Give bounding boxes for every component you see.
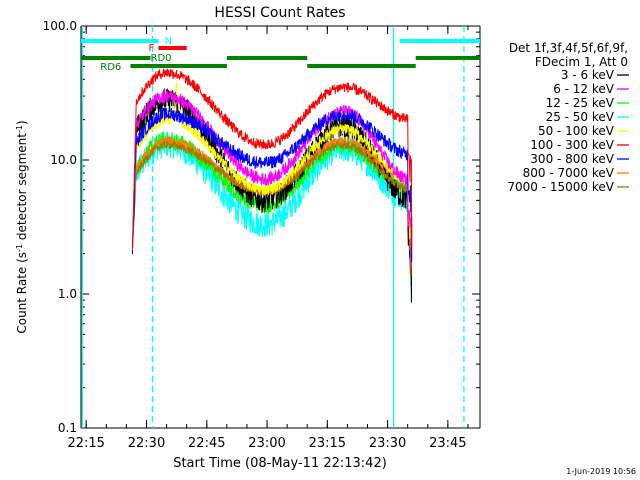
x-tick-label: 22:45 <box>188 436 225 451</box>
y-axis: 0.1 1.0 10.0 100.0 <box>43 19 480 435</box>
legend-label: 100 - 300 keV <box>530 138 614 152</box>
flag-label-n: N <box>165 36 172 47</box>
x-tick-label: 23:45 <box>429 436 466 451</box>
legend-label: 800 - 7000 keV <box>523 166 615 180</box>
flag-label-rd6: RD6 <box>100 62 121 73</box>
y-tick-label: 0.1 <box>58 421 77 435</box>
y-label-sup: -1 <box>15 244 24 252</box>
y-axis-label: Count Rate (s-1 detector segment-1) <box>15 120 29 333</box>
legend-label: 12 - 25 keV <box>546 96 615 110</box>
y-label-main: Count Rate (s <box>15 252 29 334</box>
legend-header-line-1: Det 1f,3f,4f,5f,6f,9f, <box>509 41 628 55</box>
legend-label: 7000 - 15000 keV <box>507 180 614 194</box>
x-tick-label: 23:30 <box>369 436 406 451</box>
x-axis: 22:15 22:30 22:45 23:00 23:15 23:30 23:45 <box>67 26 469 451</box>
x-tick-label: 23:00 <box>248 436 285 451</box>
x-tick-label: 22:15 <box>67 436 104 451</box>
y-tick-label: 100.0 <box>43 19 77 33</box>
y-tick-label: 10.0 <box>50 153 77 167</box>
footer-date: 1-Jun-2019 10:56 <box>566 467 636 476</box>
legend-label: 6 - 12 keV <box>553 82 615 96</box>
y-label-tail: detector segment <box>15 133 29 244</box>
flag-label-f: F <box>149 43 155 54</box>
y-label-sup2: -1 <box>15 125 24 133</box>
x-axis-label: Start Time (08-May-11 22:13:42) <box>173 456 387 471</box>
legend-header-line-2: FDecim 1, Att 0 <box>535 55 628 69</box>
x-tick-label: 23:15 <box>309 436 346 451</box>
legend-label: 50 - 100 keV <box>538 124 615 138</box>
series-lines <box>131 68 413 303</box>
series-line-6 <box>131 107 413 262</box>
legend-label: 25 - 50 keV <box>546 110 615 124</box>
chart-title: HESSI Count Rates <box>214 5 345 21</box>
legend-label: 300 - 800 keV <box>530 152 614 166</box>
series-line-5 <box>131 68 413 249</box>
y-label-close: ) <box>15 120 29 125</box>
legend: Det 1f,3f,4f,5f,6f,9f, FDecim 1, Att 0 3… <box>507 41 629 194</box>
legend-label: 3 - 6 keV <box>561 68 615 82</box>
y-tick-label: 1.0 <box>58 287 77 301</box>
flag-label-rd0: RD0 <box>151 53 172 64</box>
time-markers <box>81 26 465 428</box>
plot-frame <box>80 25 481 429</box>
x-tick-label: 22:30 <box>128 436 165 451</box>
